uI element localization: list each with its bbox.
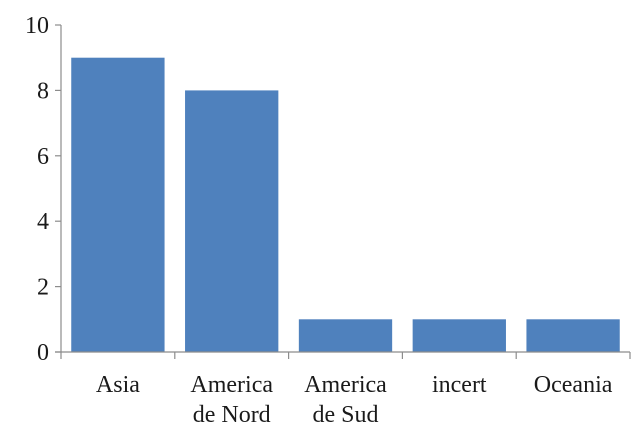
- y-tick-label: 10: [25, 13, 49, 39]
- x-category-label: incert: [432, 372, 487, 398]
- y-tick-label: 6: [37, 144, 49, 170]
- bars: [71, 57, 620, 353]
- bar: [526, 319, 620, 352]
- x-category-label: Oceania: [534, 372, 613, 398]
- bar: [185, 90, 279, 353]
- x-category-label: de Nord: [193, 402, 271, 428]
- x-axis-labels: Asia America de Nord America de Sud incert Oce…: [96, 372, 613, 428]
- bar: [298, 319, 393, 352]
- y-tick-label: 4: [37, 209, 49, 235]
- x-category-label: Asia: [96, 372, 140, 398]
- y-axis-ticks: 0 2 4 6 8 10: [25, 13, 61, 366]
- axes: [55, 25, 631, 359]
- y-tick-label: 8: [37, 78, 49, 104]
- x-category-label: America: [190, 372, 273, 398]
- y-tick-label: 2: [37, 275, 49, 301]
- y-tick-label: 0: [37, 340, 49, 366]
- bar: [71, 57, 165, 352]
- bar: [412, 319, 506, 352]
- x-category-label: America: [304, 372, 387, 398]
- x-category-label: de Sud: [313, 402, 379, 428]
